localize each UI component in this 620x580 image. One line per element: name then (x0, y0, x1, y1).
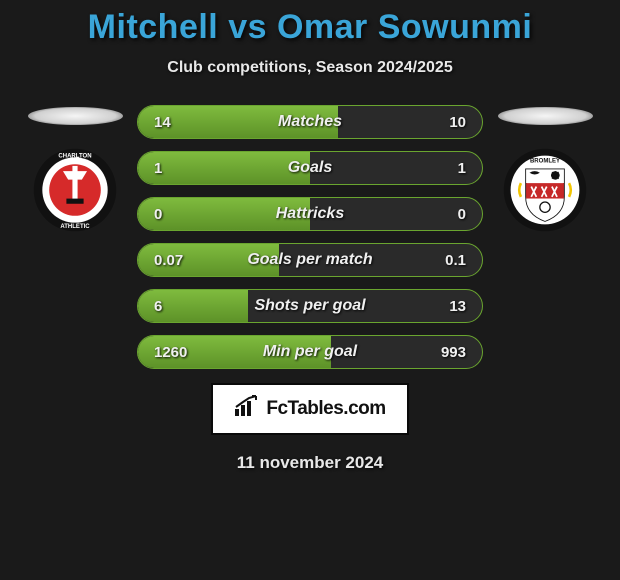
stat-left-value: 1 (138, 160, 208, 177)
stat-label: Goals (208, 159, 412, 177)
stat-right-value: 0 (412, 206, 482, 223)
stat-row: 1260Min per goal993 (137, 335, 483, 369)
stat-label: Matches (208, 113, 412, 131)
stat-row: 0Hattricks0 (137, 197, 483, 231)
stat-label: Min per goal (208, 343, 412, 361)
shadow-ellipse-icon (498, 107, 593, 125)
stat-right-value: 0.1 (412, 252, 482, 269)
stat-left-value: 0 (138, 206, 208, 223)
chart-icon (234, 395, 260, 423)
stat-left-value: 0.07 (138, 252, 208, 269)
stat-right-value: 13 (412, 298, 482, 315)
stat-left-value: 14 (138, 114, 208, 131)
right-team-column: BROMLEY (495, 105, 595, 233)
stat-right-value: 993 (412, 344, 482, 361)
stat-row: 14Matches10 (137, 105, 483, 139)
fctables-logo: FcTables.com (211, 383, 409, 435)
stat-label: Goals per match (208, 251, 412, 269)
page-subtitle: Club competitions, Season 2024/2025 (167, 59, 452, 77)
shadow-ellipse-icon (28, 107, 123, 125)
comparison-infographic: Mitchell vs Omar Sowunmi Club competitio… (0, 0, 620, 580)
stat-row: 1Goals1 (137, 151, 483, 185)
stat-row: 6Shots per goal13 (137, 289, 483, 323)
stat-left-value: 1260 (138, 344, 208, 361)
left-team-column: CHARLTON ATHLETIC (25, 105, 125, 233)
stat-right-value: 10 (412, 114, 482, 131)
svg-text:CHARLTON: CHARLTON (58, 153, 91, 159)
fctables-text: FcTables.com (266, 398, 385, 420)
stat-label: Shots per goal (208, 297, 412, 315)
stats-column: 14Matches101Goals10Hattricks00.07Goals p… (137, 105, 483, 369)
stat-label: Hattricks (208, 205, 412, 223)
right-team-crest-icon: BROMLEY (502, 147, 588, 233)
svg-text:ATHLETIC: ATHLETIC (60, 224, 90, 230)
main-row: CHARLTON ATHLETIC 14Matches101Goals10Hat… (0, 105, 620, 369)
stat-right-value: 1 (412, 160, 482, 177)
page-title: Mitchell vs Omar Sowunmi (88, 8, 533, 47)
stat-left-value: 6 (138, 298, 208, 315)
footer-date: 11 november 2024 (237, 453, 383, 473)
svg-text:BROMLEY: BROMLEY (530, 158, 560, 164)
stat-row: 0.07Goals per match0.1 (137, 243, 483, 277)
left-team-crest-icon: CHARLTON ATHLETIC (32, 147, 118, 233)
